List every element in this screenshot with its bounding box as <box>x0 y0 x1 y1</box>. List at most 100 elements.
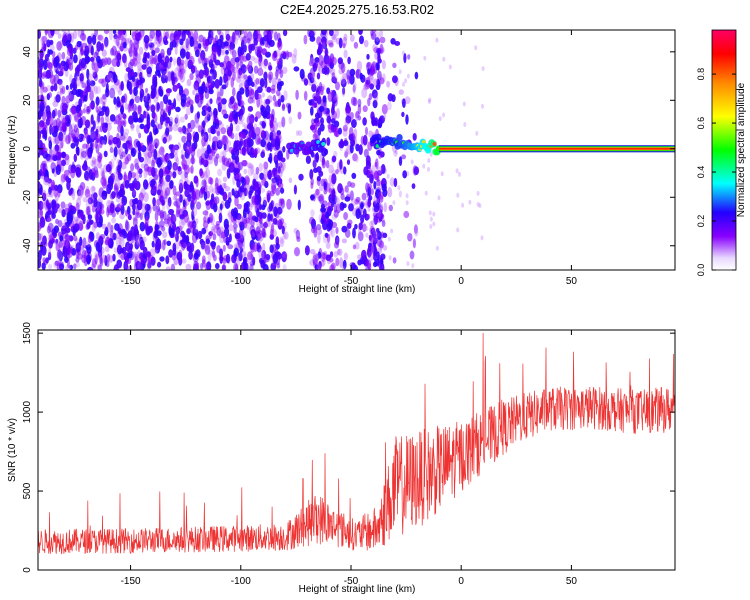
spectrogram-speckle <box>144 215 150 227</box>
spectrogram-speckle <box>109 230 114 237</box>
spectrogram-speckle <box>100 58 104 66</box>
spectrogram-speckle <box>356 254 362 260</box>
spectrogram-speckle <box>315 188 320 196</box>
spectrogram-speckle <box>331 36 338 43</box>
spectrogram-speckle <box>177 71 182 81</box>
spectrogram-speckle <box>83 160 88 168</box>
spectrogram-speckle <box>155 238 162 249</box>
spectrogram-speckle <box>58 240 63 248</box>
spectrogram-speckle <box>162 108 168 115</box>
spectrogram-speckle <box>212 249 215 258</box>
spectrogram-speckle <box>94 251 99 262</box>
spectrogram-speckle <box>204 90 210 100</box>
spectrogram-speckle <box>429 224 433 230</box>
spectrogram-speckle <box>56 41 62 51</box>
spectrogram-speckle <box>122 113 128 120</box>
spectrogram-speckle <box>232 87 236 97</box>
spectrogram-speckle <box>191 209 195 221</box>
spectrogram-speckle <box>393 150 398 157</box>
spectrogram-speckle <box>335 169 339 175</box>
spectrogram-speckle <box>102 93 107 100</box>
spectrogram-speckle <box>316 224 322 231</box>
spectrogram-speckle <box>126 258 130 264</box>
spectrogram-speckle <box>211 141 216 150</box>
spectrogram-speckle <box>374 37 380 46</box>
spectrogram-speckle <box>149 54 154 65</box>
spectrogram-speckle <box>166 187 171 196</box>
spectrogram-speckle <box>160 48 165 58</box>
spectrogram-speckle <box>83 94 88 102</box>
spectrogram-speckle <box>172 242 177 252</box>
spectrogram-speckle <box>271 178 276 186</box>
spectrogram-speckle <box>245 201 251 208</box>
spectrogram-speckle <box>390 228 394 234</box>
spectrogram-speckle <box>178 178 184 189</box>
spectrogram-speckle <box>221 263 227 270</box>
spectrogram-speckle <box>61 86 66 95</box>
spectrogram-speckle <box>257 234 262 246</box>
spectrogram-speckle <box>252 178 257 186</box>
spectrogram-speckle <box>336 197 340 207</box>
spectrogram-speckle <box>236 59 240 69</box>
spectrogram-speckle <box>320 207 326 213</box>
spectrogram-speckle <box>212 155 218 163</box>
spectrogram-speckle <box>133 117 139 123</box>
spectrogram-speckle <box>92 120 96 130</box>
spectrogram-speckle <box>311 102 317 109</box>
spectrogram-speckle <box>366 213 371 220</box>
spectrogram-speckle <box>242 145 249 152</box>
spectrogram-speckle <box>373 171 380 180</box>
spectrogram-speckle <box>73 112 80 123</box>
spectrogram-speckle <box>204 70 209 78</box>
spectrogram-speckle <box>357 231 364 242</box>
spectrogram-speckle <box>84 131 89 139</box>
spectrogram-speckle <box>344 151 348 158</box>
spectrogram-speckle <box>57 109 62 119</box>
spectrogram-speckle <box>261 92 265 98</box>
spectrogram-speckle <box>92 67 96 77</box>
spectrogram-speckle <box>456 192 460 198</box>
spectrogram-speckle <box>83 103 87 109</box>
spectrogram-speckle <box>180 218 187 226</box>
spectrogram-speckle <box>65 95 71 104</box>
spectrogram-speckle <box>145 87 149 94</box>
spectrogram-speckle <box>113 146 118 158</box>
spectrogram-speckle <box>259 221 264 229</box>
spectrogram-speckle <box>275 187 281 196</box>
spectrogram-speckle <box>90 131 96 140</box>
spectrogram-speckle <box>222 60 227 71</box>
spectrogram-speckle <box>138 132 142 139</box>
spectrogram-speckle <box>367 68 371 75</box>
spectrogram-speckle <box>295 130 299 137</box>
spectrogram-speckle <box>334 195 339 204</box>
spectrogram-speckle <box>280 238 284 244</box>
spectrogram-speckle <box>297 130 303 137</box>
spectrogram-speckle <box>90 159 94 167</box>
spectrogram-speckle <box>210 193 215 202</box>
spectrogram-speckle <box>54 30 60 35</box>
spectrogram-speckle <box>176 64 180 72</box>
spectrogram-speckle <box>80 150 87 158</box>
spectrogram-speckle <box>236 232 241 240</box>
spectrogram-speckle <box>281 225 285 235</box>
spectrogram-speckle <box>223 182 227 189</box>
spectrogram-speckle <box>109 147 114 153</box>
spectrogram-speckle <box>143 163 149 172</box>
spectrogram-speckle <box>165 134 171 143</box>
spectrogram-speckle <box>377 54 381 62</box>
spectrogram-speckle <box>256 208 260 218</box>
spectrogram-speckle <box>131 189 137 199</box>
spectrogram-speckle <box>263 221 268 230</box>
spectrogram-speckle <box>348 203 354 212</box>
spectrogram-speckle <box>293 66 300 72</box>
spectrogram-speckle <box>191 194 197 205</box>
spectrogram-speckle <box>93 192 98 200</box>
spectrogram-speckle <box>232 218 237 225</box>
spectrogram-speckle <box>340 138 344 148</box>
spectrogram-speckle <box>115 38 119 46</box>
spectrogram-speckle <box>261 250 265 260</box>
spectrogram-speckle <box>221 109 227 116</box>
spectrogram-speckle <box>365 126 368 136</box>
spectrogram-speckle <box>84 45 90 56</box>
spectrogram-speckle <box>367 183 373 190</box>
